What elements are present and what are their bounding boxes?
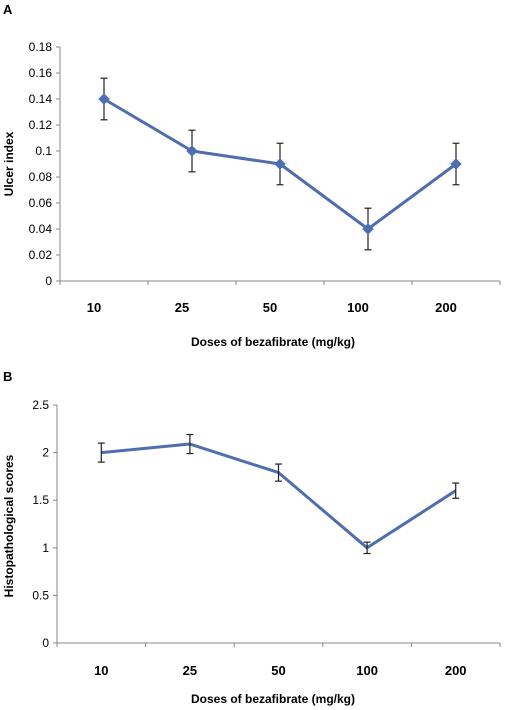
x-axis-title: Doses of bezafibrate (mg/kg) — [191, 692, 355, 706]
y-tick-label: 0.18 — [29, 40, 53, 54]
y-tick-label: 0.14 — [29, 92, 53, 106]
chart-panel-b: B 0 0.5 1 1.5 2 2.5 10 25 50 100 200 Doses of bezaf… — [0, 355, 522, 710]
chart-panel-a: A 0 0.02 0.04 0.06 0.08 0.1 0.12 0.14 0.16 0.18 10… — [2, 2, 501, 349]
x-tick-label: 200 — [445, 663, 467, 678]
x-tick-label: 200 — [435, 300, 457, 315]
panel-label-a: A — [3, 2, 13, 17]
series-line — [101, 442, 457, 550]
y-tick-label: 1 — [42, 541, 49, 555]
y-tick-label: 0.04 — [29, 222, 53, 236]
error-bar — [452, 482, 460, 499]
y-tick-label: 0 — [45, 274, 52, 288]
y-tick-label: 0.08 — [29, 170, 53, 184]
x-tick-label: 50 — [263, 300, 277, 315]
data-point — [450, 158, 462, 170]
y-tick-label: 0 — [42, 636, 49, 650]
chart-b-svg: 0 0.5 1 1.5 2 2.5 10 25 50 100 200 Doses of bezafib… — [2, 398, 501, 706]
data-point — [362, 223, 374, 235]
y-tick-label: 0.06 — [29, 196, 53, 210]
x-tick-label: 25 — [175, 300, 189, 315]
y-axis-title: Histopathological scores — [2, 454, 16, 597]
y-tick-label: 0.5 — [32, 588, 49, 602]
panel-label-b: B — [3, 369, 13, 384]
y-tick-label: 2 — [42, 446, 49, 460]
data-point — [274, 158, 286, 170]
x-tick-label: 100 — [347, 300, 369, 315]
y-tick-label: 0.16 — [29, 66, 53, 80]
x-axis-title: Doses of bezafibrate (mg/kg) — [191, 335, 355, 349]
error-bar — [97, 442, 105, 463]
y-tick-label: 0.12 — [29, 118, 53, 132]
x-tick-label: 10 — [87, 300, 101, 315]
data-point — [98, 93, 110, 105]
x-tick-label: 50 — [271, 663, 285, 678]
error-bar — [186, 433, 194, 455]
y-axis-title: Ulcer index — [2, 131, 16, 196]
x-tick-label: 10 — [94, 663, 108, 678]
y-tick-label: 0.02 — [29, 248, 53, 262]
error-bar — [363, 541, 371, 555]
chart-a-svg: 0 0.02 0.04 0.06 0.08 0.1 0.12 0.14 0.16 0.18 10 25… — [2, 40, 501, 349]
data-point — [186, 145, 198, 157]
y-tick-label: 2.5 — [32, 398, 49, 412]
x-tick-label: 25 — [183, 663, 197, 678]
y-tick-label: 0.1 — [35, 144, 52, 158]
y-tick-label: 1.5 — [32, 493, 49, 507]
error-bar — [275, 463, 282, 482]
x-tick-label: 100 — [356, 663, 378, 678]
